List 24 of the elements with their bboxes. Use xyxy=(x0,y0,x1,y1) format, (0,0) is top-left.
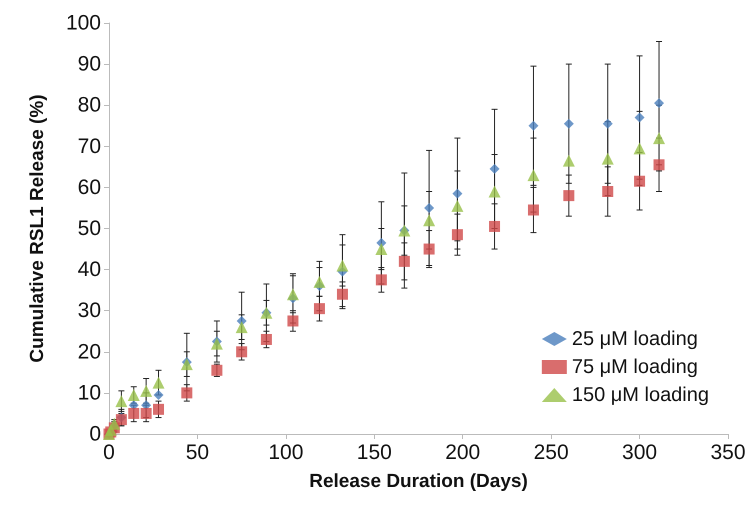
y-tick-label: 30 xyxy=(78,299,101,322)
y-tick-label: 70 xyxy=(78,134,101,158)
y-tick-label: 100 xyxy=(66,12,101,34)
legend-label: 25 μM loading xyxy=(572,328,698,350)
x-tick-label: 200 xyxy=(445,441,480,464)
x-tick-label: 50 xyxy=(186,441,210,464)
y-tick-label: 80 xyxy=(78,94,101,117)
x-axis-title: Release Duration (Days) xyxy=(309,471,528,492)
y-tick-label: 0 xyxy=(89,422,101,446)
y-tick-label: 20 xyxy=(78,340,101,364)
x-tick-label: 0 xyxy=(103,441,115,464)
x-tick-label: 150 xyxy=(356,441,392,464)
x-tick-label: 100 xyxy=(268,441,304,464)
y-tick-label: 60 xyxy=(78,176,101,199)
y-axis-title: Cumulative RSL1 Release (%) xyxy=(27,94,48,363)
y-tick-label: 90 xyxy=(78,52,101,76)
legend-label: 75 μM loading xyxy=(572,356,698,378)
y-tick-label: 10 xyxy=(78,381,101,404)
x-tick-label: 300 xyxy=(622,441,658,464)
x-tick-label: 250 xyxy=(534,441,569,464)
y-tick-label: 40 xyxy=(78,258,101,282)
y-tick-label: 50 xyxy=(78,217,101,240)
x-tick-label: 350 xyxy=(710,441,746,464)
legend-label: 150 μM loading xyxy=(572,384,710,406)
